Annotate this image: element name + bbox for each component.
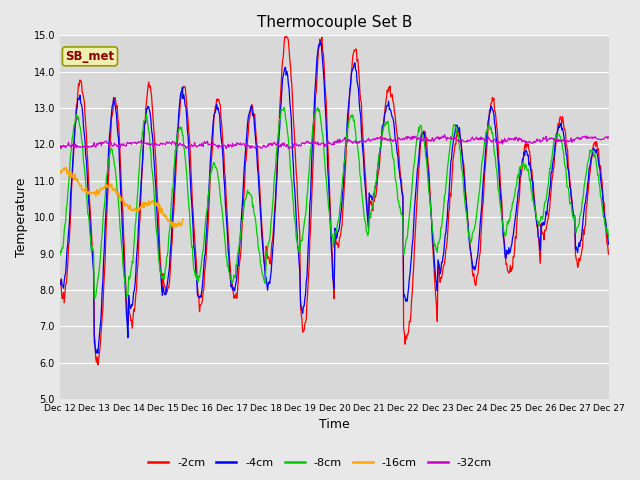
-32cm [58,146,65,152]
-2cm [222,192,230,198]
-8cm [424,167,431,173]
-8cm [605,232,613,238]
-4cm [605,240,613,246]
-8cm [222,253,230,259]
-32cm [121,143,129,148]
-2cm [605,250,613,256]
-32cm [440,132,448,138]
X-axis label: Time: Time [319,419,350,432]
-2cm [94,362,102,368]
-2cm [424,149,431,155]
-2cm [282,33,290,39]
-32cm [605,134,613,140]
-2cm [392,127,400,132]
-8cm [121,281,129,287]
-4cm [56,280,64,286]
-4cm [121,282,129,288]
-4cm [424,158,431,164]
-4cm [317,38,324,44]
-4cm [270,228,278,233]
-16cm [56,168,64,174]
-8cm [250,203,257,208]
-8cm [90,295,98,301]
Line: -8cm: -8cm [60,107,609,298]
-8cm [56,252,64,258]
-32cm [250,144,257,150]
Line: -2cm: -2cm [60,36,609,365]
Y-axis label: Temperature: Temperature [15,178,28,257]
-2cm [270,216,278,222]
Line: -4cm: -4cm [60,41,609,353]
-2cm [56,276,64,282]
-32cm [392,137,399,143]
-8cm [270,180,278,185]
-2cm [121,270,129,276]
-16cm [120,200,128,206]
Line: -32cm: -32cm [60,135,609,149]
Line: -16cm: -16cm [60,168,183,228]
-8cm [280,104,288,110]
-4cm [94,350,102,356]
Text: SB_met: SB_met [65,50,115,63]
Title: Thermocouple Set B: Thermocouple Set B [257,15,412,30]
-8cm [392,182,400,188]
-4cm [222,212,230,217]
-32cm [222,145,230,151]
-4cm [250,110,257,116]
-4cm [392,143,400,149]
-32cm [422,137,430,143]
-32cm [56,145,64,151]
-2cm [250,111,257,117]
-32cm [270,140,278,145]
Legend: -2cm, -4cm, -8cm, -16cm, -32cm: -2cm, -4cm, -8cm, -16cm, -32cm [144,453,496,472]
